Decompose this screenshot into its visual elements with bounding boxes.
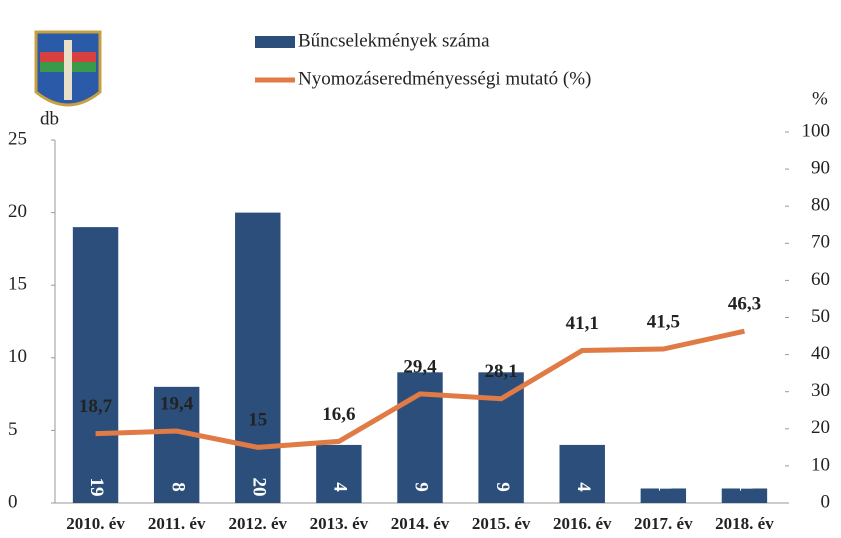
legend-label: Bűncselekmények száma bbox=[298, 30, 490, 51]
y2-tick-label: 100 bbox=[802, 120, 831, 141]
y2-tick-label: 50 bbox=[811, 306, 830, 327]
y2-tick-label: 70 bbox=[811, 232, 830, 253]
bar bbox=[316, 444, 362, 503]
bar bbox=[72, 227, 119, 503]
y2-tick-label: 0 bbox=[821, 491, 831, 512]
x-tick-label: 2017. év bbox=[634, 514, 693, 533]
bar-value-label: 1 bbox=[654, 482, 675, 492]
x-tick-label: 2010. év bbox=[66, 514, 125, 533]
bar-value-label: 19 bbox=[86, 478, 107, 497]
legend-label: Nyomozáseredményességi mutató (%) bbox=[298, 68, 591, 89]
line-value-label: 29,4 bbox=[403, 356, 437, 377]
line-value-label: 18,7 bbox=[79, 396, 113, 417]
bar-value-label: 9 bbox=[492, 482, 513, 492]
bar-value-label: 20 bbox=[248, 478, 269, 497]
bar bbox=[559, 444, 605, 503]
bar bbox=[721, 488, 768, 503]
y2-tick-label: 90 bbox=[811, 157, 830, 178]
y-tick-label: 0 bbox=[8, 491, 18, 512]
y-tick-label: 5 bbox=[8, 419, 18, 440]
x-tick-label: 2013. év bbox=[310, 514, 369, 533]
line-value-label: 28,1 bbox=[484, 361, 517, 382]
x-tick-label: 2014. év bbox=[391, 514, 450, 533]
x-tick-label: 2015. év bbox=[472, 514, 531, 533]
x-tick-label: 2016. év bbox=[553, 514, 612, 533]
bar bbox=[153, 386, 200, 503]
y2-tick-label: 80 bbox=[811, 195, 830, 216]
y2-tick-label: 30 bbox=[811, 380, 830, 401]
bar-value-label: 1 bbox=[735, 482, 756, 492]
line-value-label: 46,3 bbox=[728, 294, 761, 315]
y2-tick-label: 20 bbox=[811, 417, 830, 438]
line-value-label: 16,6 bbox=[322, 404, 355, 425]
line bbox=[95, 328, 745, 450]
line-value-label: 41,5 bbox=[647, 311, 680, 332]
y-tick-label: 25 bbox=[8, 128, 27, 149]
y-axis-label: db bbox=[40, 108, 59, 129]
logo bbox=[34, 30, 102, 107]
y-tick-label: 15 bbox=[8, 274, 27, 295]
bar bbox=[478, 372, 524, 503]
bar-value-label: 4 bbox=[573, 482, 594, 492]
x-tick-label: 2011. év bbox=[148, 514, 206, 533]
bar-value-label: 8 bbox=[167, 482, 188, 492]
line-value-label: 19,4 bbox=[160, 393, 194, 414]
y-tick-label: 10 bbox=[8, 346, 27, 367]
y-tick-label: 20 bbox=[8, 201, 27, 222]
y2-tick-label: 10 bbox=[811, 454, 830, 475]
line-value-label: 41,1 bbox=[566, 313, 599, 334]
legend-swatch bbox=[255, 36, 295, 48]
bar bbox=[640, 488, 687, 503]
x-tick-label: 2012. év bbox=[229, 514, 288, 533]
y2-axis-label: % bbox=[812, 88, 828, 109]
bar-value-label: 4 bbox=[330, 482, 351, 492]
bar-value-label: 9 bbox=[411, 482, 432, 492]
line-value-label: 15 bbox=[248, 410, 267, 431]
y2-tick-label: 60 bbox=[811, 269, 830, 290]
x-tick-label: 2018. év bbox=[715, 514, 774, 533]
y2-tick-label: 40 bbox=[811, 343, 830, 364]
bar bbox=[235, 212, 281, 503]
